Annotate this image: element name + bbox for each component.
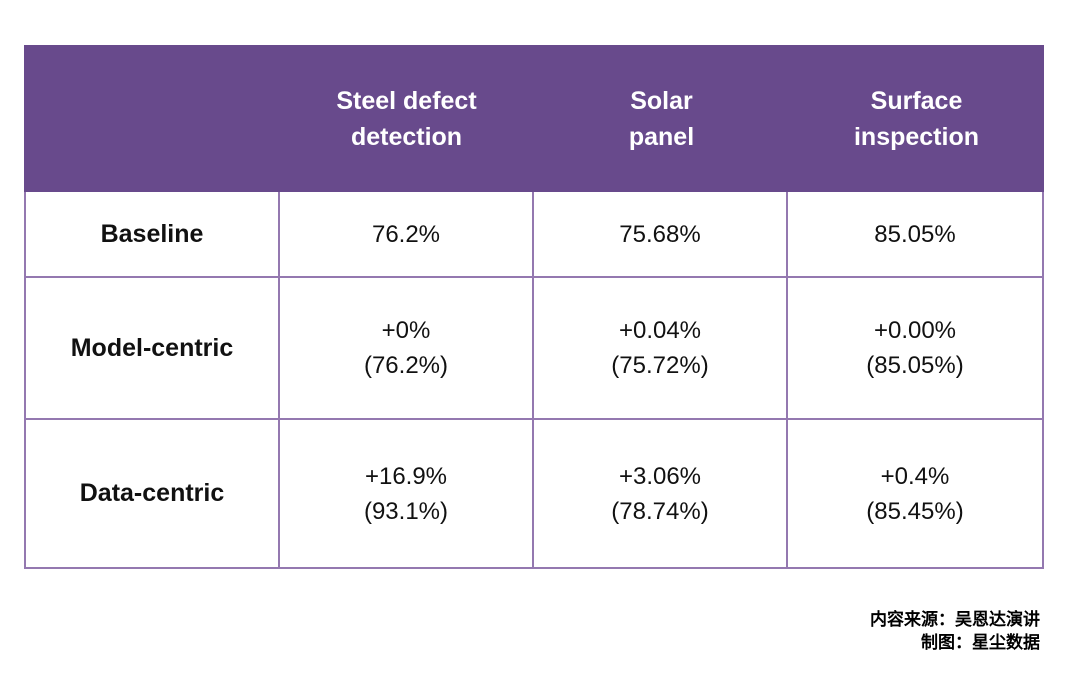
cell-model-centric-solar: +0.04% (75.72%) xyxy=(534,278,788,420)
cell-subvalue: (78.74%) xyxy=(611,497,709,525)
cell-baseline-steel: 76.2% xyxy=(280,192,534,278)
credit-note: 制图：星尘数据 xyxy=(921,633,1040,652)
cell-subvalue: (93.1%) xyxy=(363,497,449,525)
cell-baseline-surface: 85.05% xyxy=(788,192,1042,278)
header-label-line: Steel defect xyxy=(336,86,477,115)
table-body: Baseline 76.2% 75.68% 85.05% Model-centr… xyxy=(24,192,1044,569)
header-cell-steel-defect-detection: Steel defect detection xyxy=(279,45,534,192)
cell-subvalue: (85.05%) xyxy=(866,352,964,379)
source-note: 内容来源：吴恩达演讲 xyxy=(870,610,1040,629)
cell-subvalue: (76.2%) xyxy=(363,352,449,379)
row-label-model-centric: Model-centric xyxy=(26,278,280,420)
header-label-line: detection xyxy=(350,122,463,151)
header-cell-empty xyxy=(24,45,279,192)
header-label-line: panel xyxy=(628,122,695,151)
header-cell-surface-inspection: Surface inspection xyxy=(789,45,1044,192)
cell-model-centric-steel: +0% (76.2%) xyxy=(280,278,534,420)
cell-value: +3.06% xyxy=(618,462,702,490)
cell-value: +16.9% xyxy=(364,462,448,490)
cell-data-centric-surface: +0.4% (85.45%) xyxy=(788,420,1042,567)
cell-data-centric-steel: +16.9% (93.1%) xyxy=(280,420,534,567)
cell-model-centric-surface: +0.00% (85.05%) xyxy=(788,278,1042,420)
cell-data-centric-solar: +3.06% (78.74%) xyxy=(534,420,788,567)
cell-baseline-solar: 75.68% xyxy=(534,192,788,278)
cell-value: 85.05% xyxy=(874,220,956,248)
header-label-line: Solar xyxy=(630,86,693,115)
comparison-table: Steel defect detection Solar panel Surfa… xyxy=(24,45,1044,569)
cell-value: 75.68% xyxy=(619,220,701,248)
cell-value: +0% xyxy=(381,317,431,344)
cell-value: +0.04% xyxy=(618,317,702,344)
row-label-baseline: Baseline xyxy=(26,192,280,278)
header-cell-solar-panel: Solar panel xyxy=(534,45,789,192)
credits-note: 内容来源：吴恩达演讲 制图：星尘数据 xyxy=(870,608,1040,654)
cell-value: +0.00% xyxy=(873,317,957,344)
table-header-row: Steel defect detection Solar panel Surfa… xyxy=(24,45,1044,192)
header-label-line: Surface xyxy=(870,86,963,115)
cell-value: +0.4% xyxy=(880,462,950,490)
row-label-data-centric: Data-centric xyxy=(26,420,280,567)
cell-value: 76.2% xyxy=(371,220,441,248)
cell-subvalue: (75.72%) xyxy=(611,352,709,379)
cell-subvalue: (85.45%) xyxy=(866,497,964,525)
header-label-line: inspection xyxy=(853,122,979,151)
